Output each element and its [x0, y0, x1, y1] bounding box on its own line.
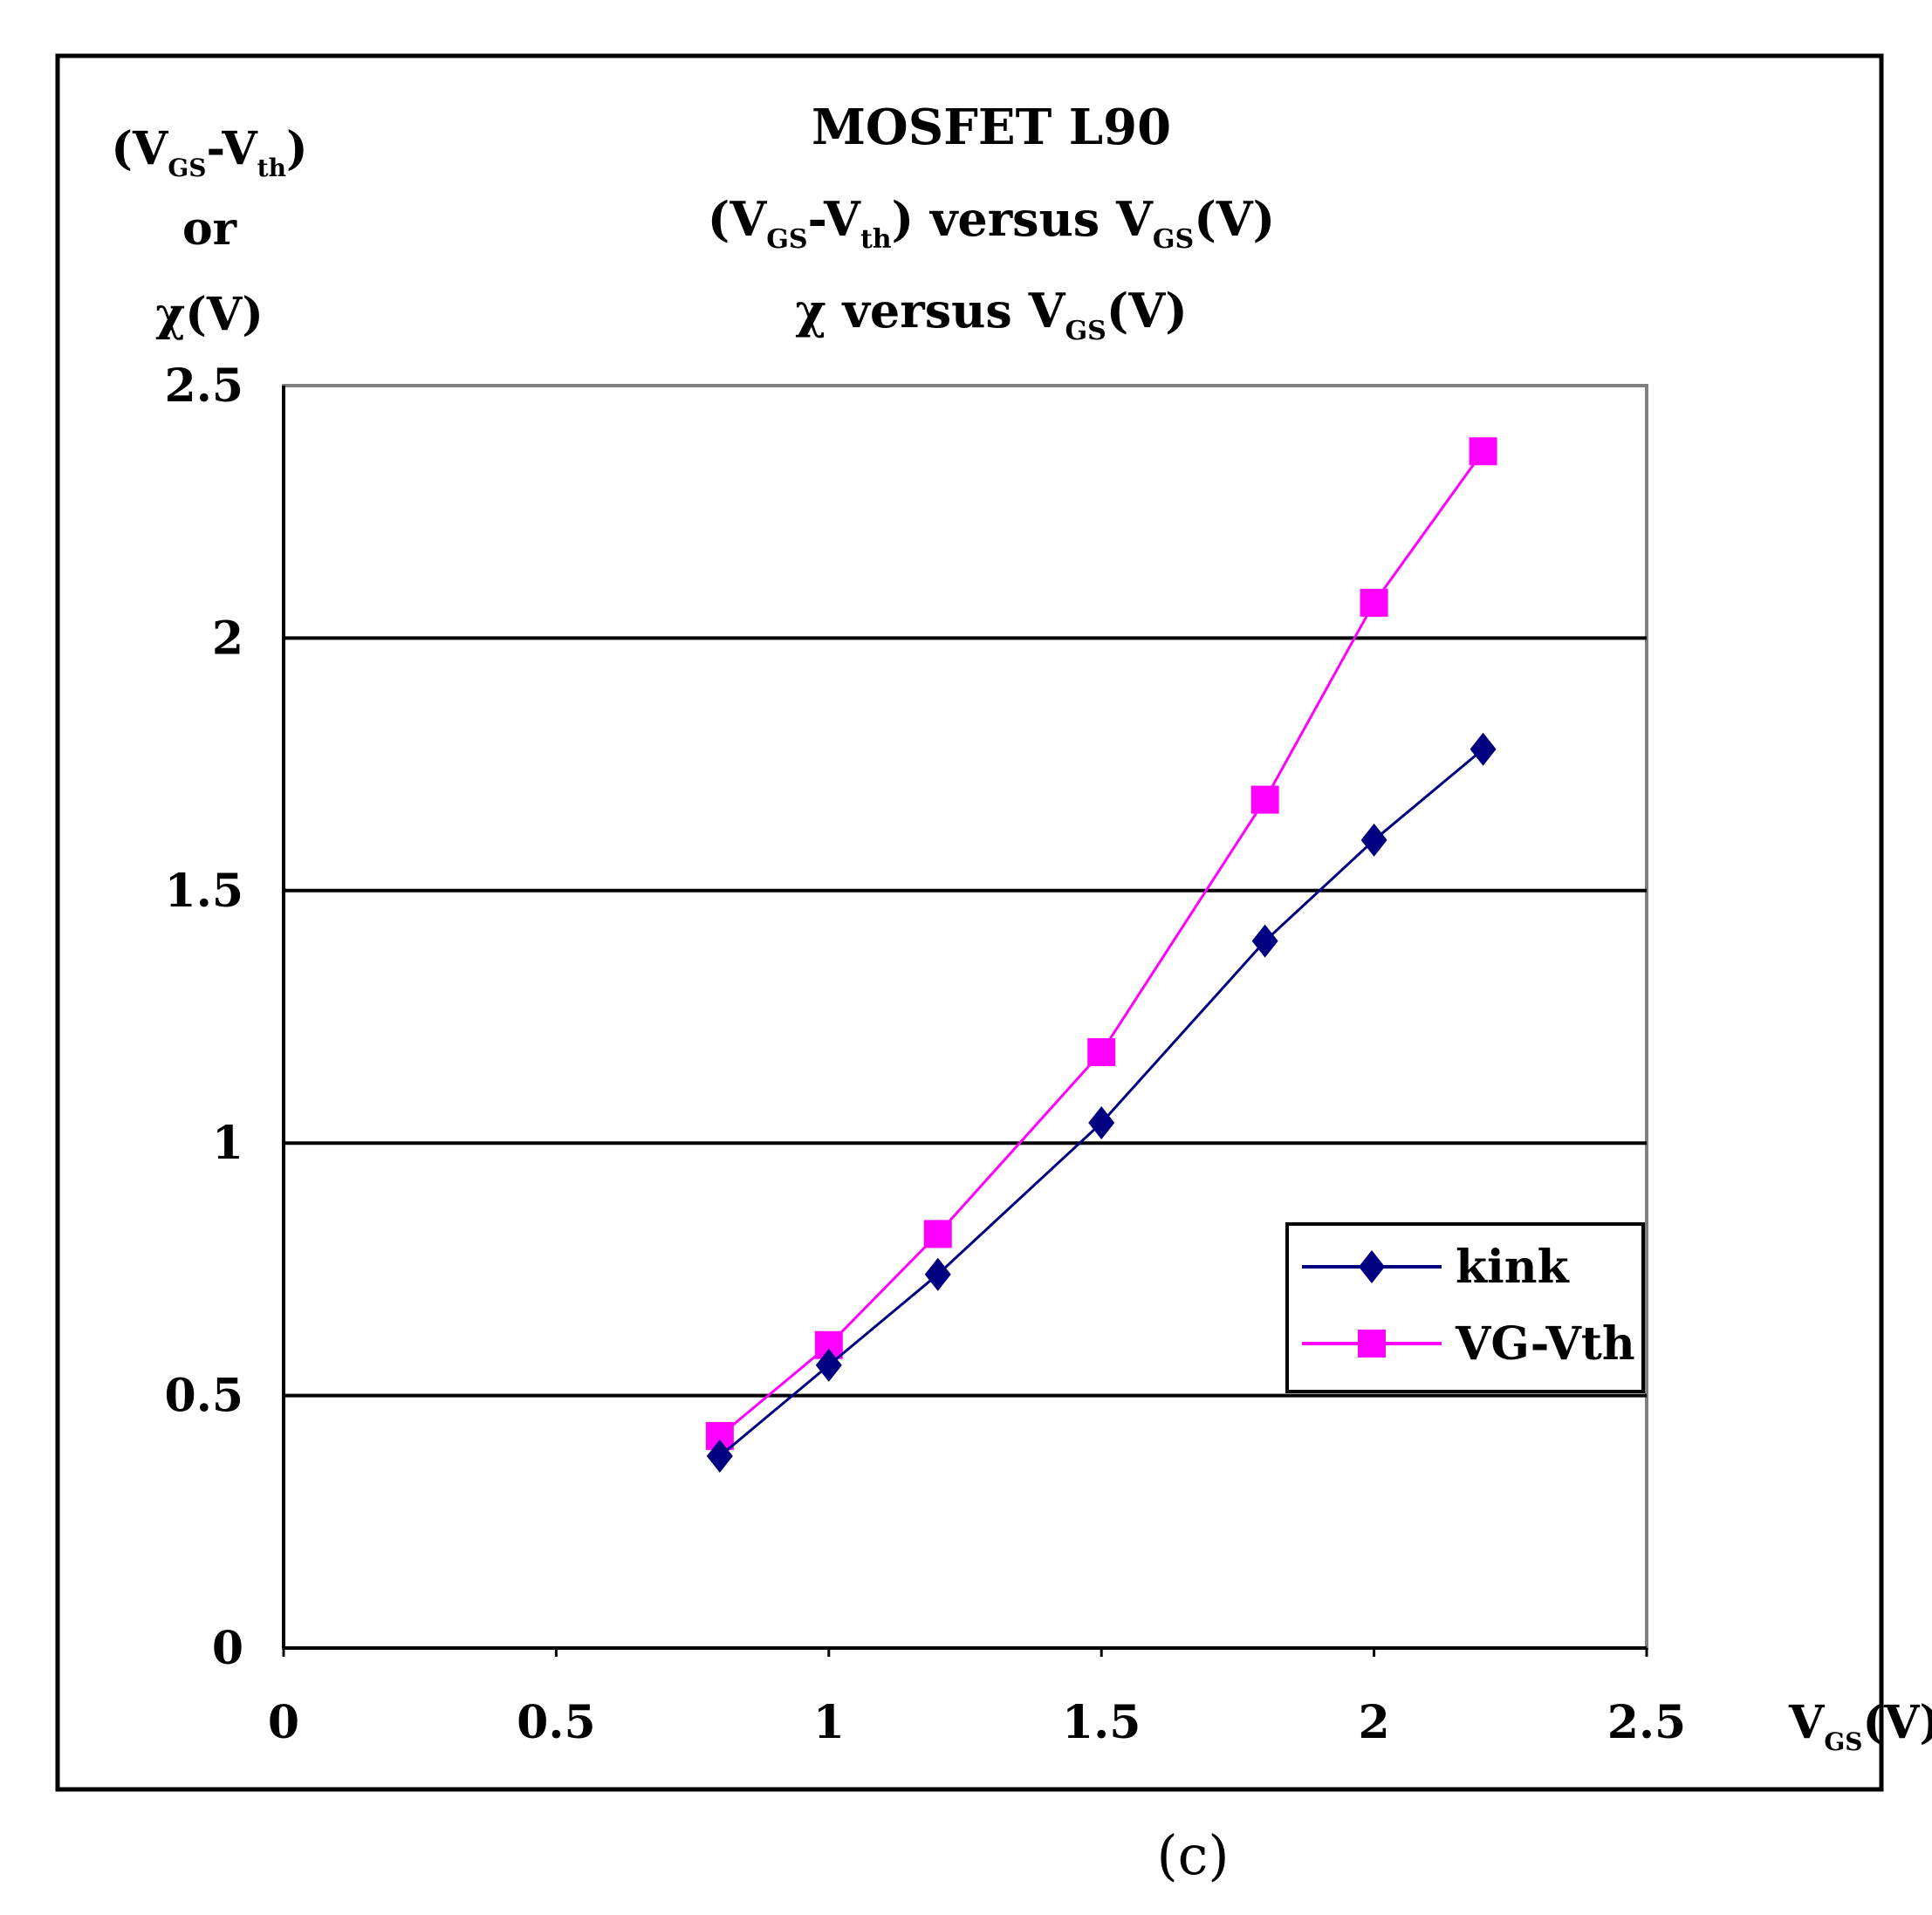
data-point-vg-vth — [1360, 588, 1388, 617]
x-axis-label: VGS(V) — [1788, 1696, 1932, 1756]
legend-label: kink — [1456, 1241, 1570, 1294]
series-vg-vth — [705, 437, 1497, 1450]
data-point-kink — [1251, 924, 1278, 958]
data-point-kink — [1470, 732, 1497, 766]
title-line-1: MOSFET L90 — [812, 99, 1171, 156]
figure-caption: (c) — [1156, 1823, 1229, 1887]
ylabel-line-1: (VGS-Vth) — [111, 122, 307, 182]
ylabel-line-2: or — [182, 202, 237, 256]
legend-marker — [1358, 1330, 1386, 1358]
y-tick-labels: 0 0.5 1 1.5 2 2.5 — [165, 359, 243, 1675]
x-tick-label: 1.5 — [1062, 1696, 1141, 1749]
x-tick-label: 0.5 — [517, 1696, 595, 1749]
y-axis-label: (VGS-Vth) or χ(V) — [111, 122, 307, 341]
legend-marker — [1359, 1250, 1385, 1283]
title-line-3: χ versus VGS(V) — [795, 283, 1188, 346]
data-point-vg-vth — [1087, 1038, 1116, 1067]
plot-area — [282, 384, 1648, 1650]
data-point-vg-vth — [923, 1220, 952, 1248]
legend: kink VG-Vth — [1285, 1222, 1645, 1393]
legend-item-kink: kink — [1302, 1241, 1570, 1294]
x-tick-label: 2.5 — [1607, 1696, 1686, 1749]
y-tick-label: 1.5 — [165, 865, 243, 918]
y-tick-label: 2.5 — [165, 359, 243, 413]
data-point-kink — [924, 1257, 951, 1291]
data-point-kink — [706, 1440, 733, 1474]
series-kink — [706, 732, 1497, 1474]
legend-item-vg-vth: VG-Vth — [1302, 1317, 1635, 1371]
data-point-kink — [1088, 1106, 1115, 1140]
x-tick-label: 1 — [813, 1696, 845, 1749]
title-line-2: (VGS-Vth) versus VGS(V) — [708, 191, 1275, 255]
data-point-kink — [1360, 823, 1387, 857]
ylabel-line-3: χ(V) — [155, 288, 264, 341]
x-tick-labels: 0 0.5 1 1.5 2 2.5 — [268, 1648, 1686, 1749]
gridlines — [284, 636, 1647, 1398]
data-point-kink — [815, 1348, 842, 1382]
series-layer — [705, 437, 1497, 1474]
chart-title: MOSFET L90 (VGS-Vth) versus VGS(V) χ ver… — [708, 99, 1275, 346]
data-point-vg-vth — [1469, 437, 1497, 466]
axes — [282, 386, 1647, 1650]
y-tick-label: 2 — [212, 612, 243, 665]
legend-label: VG-Vth — [1455, 1317, 1635, 1371]
data-point-vg-vth — [1250, 785, 1279, 814]
x-tick-label: 2 — [1359, 1696, 1390, 1749]
legend-box — [1285, 1222, 1645, 1393]
y-tick-label: 1 — [212, 1117, 243, 1170]
y-tick-label: 0.5 — [165, 1370, 243, 1423]
x-tick-label: 0 — [268, 1696, 299, 1749]
y-tick-label: 0 — [212, 1622, 243, 1675]
